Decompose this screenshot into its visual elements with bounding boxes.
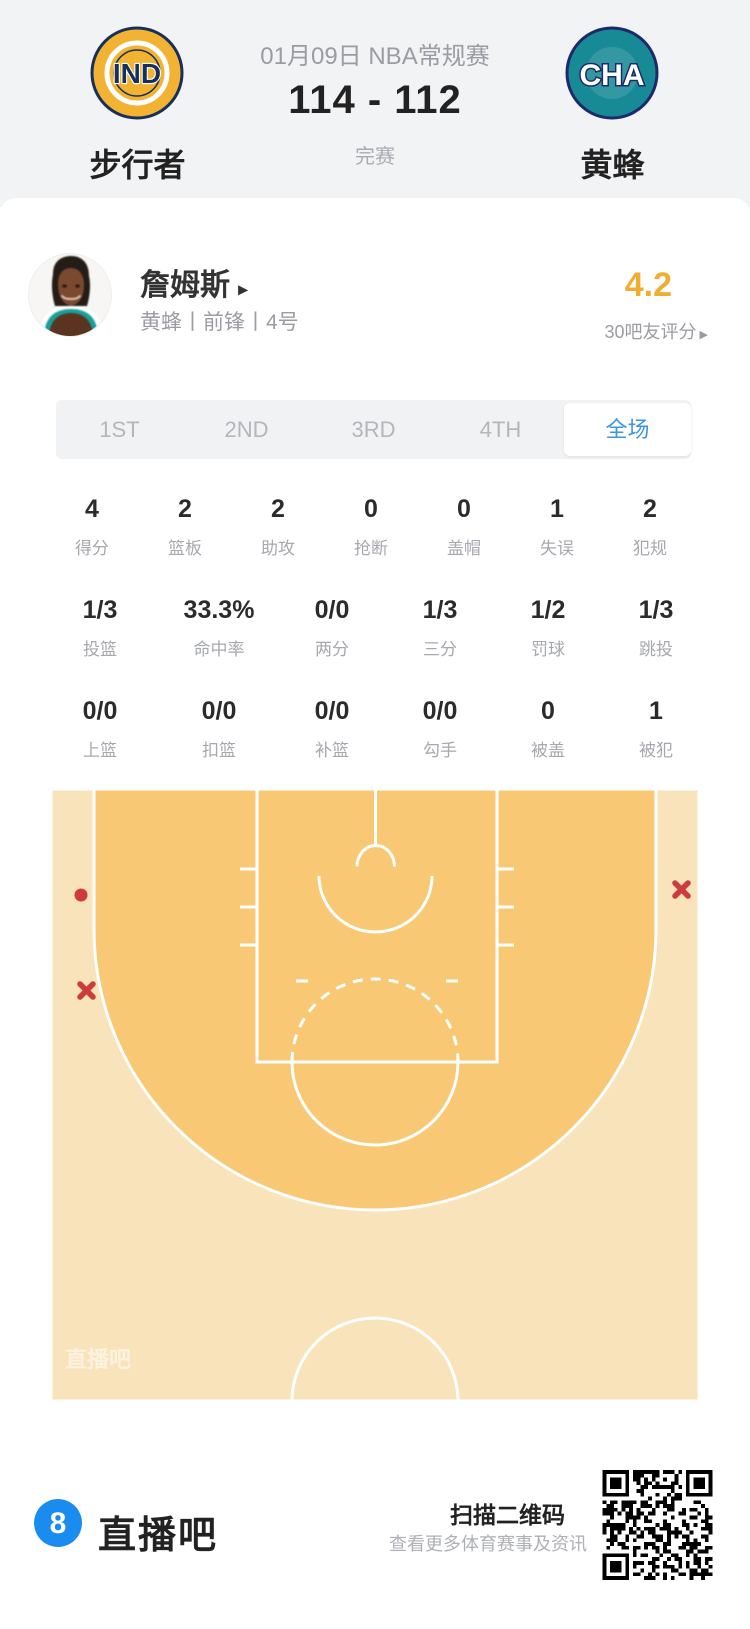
svg-text:8: 8: [50, 1507, 67, 1540]
svg-text:直播吧: 直播吧: [65, 1347, 131, 1372]
